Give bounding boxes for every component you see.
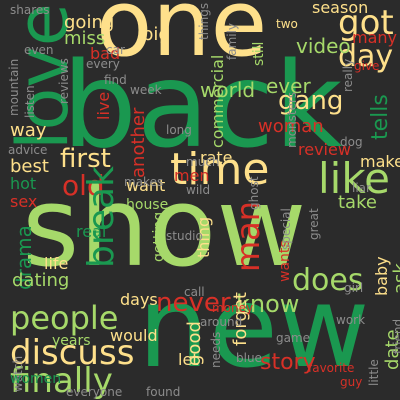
word-every: every xyxy=(86,57,120,71)
word-ask: ask xyxy=(390,263,400,294)
word-make: make xyxy=(360,152,400,171)
word-best: best xyxy=(10,156,49,177)
word-show: show xyxy=(22,163,307,291)
word-people: people xyxy=(10,299,119,337)
word-getting: getting xyxy=(151,211,167,262)
word-got: got xyxy=(338,3,394,43)
word-bad: bad xyxy=(90,44,121,63)
word-another: another xyxy=(128,107,149,178)
word-special: special xyxy=(279,208,293,250)
word-story: story xyxy=(260,350,316,375)
word-days: days xyxy=(120,290,158,309)
word-women: women xyxy=(10,371,62,387)
word-let: let xyxy=(178,350,199,369)
word-miss: miss xyxy=(64,28,106,49)
word-liar: liar xyxy=(352,181,371,195)
word-blue: blue xyxy=(236,351,262,365)
word-first: first xyxy=(60,144,111,174)
word-want: want xyxy=(126,176,166,195)
word-world: world xyxy=(200,78,256,102)
word-video: video xyxy=(296,34,351,58)
word-finally: finally xyxy=(10,361,113,400)
word-two: two xyxy=(276,17,298,31)
word-really: really xyxy=(341,58,355,92)
word-call: call xyxy=(184,285,205,299)
word-game: game xyxy=(276,331,311,345)
word-makes: makes xyxy=(124,175,164,189)
word-everyone: everyone xyxy=(66,385,123,399)
word-dog: dog xyxy=(340,135,363,149)
word-reviews: reviews xyxy=(57,58,71,104)
word-advice: advice xyxy=(8,143,48,157)
word-hot: hot xyxy=(10,174,37,193)
word-know: know xyxy=(236,290,300,318)
word-ever: ever xyxy=(266,74,311,98)
word-would: would xyxy=(110,326,158,345)
word-girl: girl xyxy=(344,281,364,295)
word-review: review xyxy=(298,140,351,159)
word-does: does xyxy=(292,263,364,298)
word-week: week xyxy=(130,83,162,97)
word-way: way xyxy=(10,120,47,141)
word-season: season xyxy=(312,0,369,17)
word-even: even xyxy=(24,43,54,57)
word-favorite: favorite xyxy=(308,361,355,375)
word-rate: rate xyxy=(200,148,233,167)
word-sex: sex xyxy=(10,192,38,211)
word-men: men xyxy=(174,166,210,185)
word-great: great xyxy=(307,208,321,240)
word-money: money xyxy=(212,301,254,315)
word-take: take xyxy=(338,192,377,213)
word-big: big xyxy=(142,24,170,45)
word-real: real xyxy=(76,222,107,241)
word-around: around xyxy=(200,315,243,329)
word-gang: gang xyxy=(278,86,344,116)
word-guy: guy xyxy=(340,375,363,389)
word-find: find xyxy=(104,73,127,87)
word-work: work xyxy=(336,313,366,327)
word-woman: woman xyxy=(258,116,324,137)
word-long: long xyxy=(166,123,192,137)
word-going: going xyxy=(64,12,115,33)
word-dating: dating xyxy=(12,270,70,291)
word-many: many xyxy=(352,28,397,47)
word-friend: friend xyxy=(391,318,400,354)
word-family: family xyxy=(225,22,239,60)
word-house: house xyxy=(126,197,169,213)
word-much: much xyxy=(186,155,220,169)
word-like: like xyxy=(318,154,391,203)
word-discuss: discuss xyxy=(10,333,135,373)
word-baby: baby xyxy=(372,256,391,296)
word-car: car xyxy=(106,43,125,57)
word-mountain: mountain xyxy=(7,58,21,116)
word-back: back xyxy=(62,36,343,174)
word-tells: tells xyxy=(368,94,393,140)
word-things: things xyxy=(197,2,211,40)
word-still: still xyxy=(251,41,267,66)
word-new: new xyxy=(138,263,370,393)
word-studio: studio xyxy=(166,229,203,243)
word-never: never xyxy=(156,288,231,318)
word-found: found xyxy=(146,385,181,399)
word-time: time xyxy=(170,144,270,195)
word-man: man xyxy=(229,200,267,272)
word-old: old xyxy=(62,169,105,202)
word-give: give xyxy=(354,59,380,73)
word-little: little xyxy=(367,359,381,386)
word-shares: shares xyxy=(10,3,50,17)
word-wild: wild xyxy=(186,183,211,197)
word-one: one xyxy=(96,0,268,77)
word-ghost: ghost xyxy=(247,176,261,210)
word-needs: needs xyxy=(209,331,223,368)
word-live: live xyxy=(94,91,113,120)
word-monsters: monsters xyxy=(285,91,299,148)
word-listen: listen xyxy=(23,85,37,118)
word-life: life xyxy=(44,254,69,273)
word-day: day xyxy=(338,39,394,74)
word-years: years xyxy=(52,333,91,349)
word-commercial: commercial xyxy=(208,54,227,148)
word-break: break xyxy=(81,166,122,268)
